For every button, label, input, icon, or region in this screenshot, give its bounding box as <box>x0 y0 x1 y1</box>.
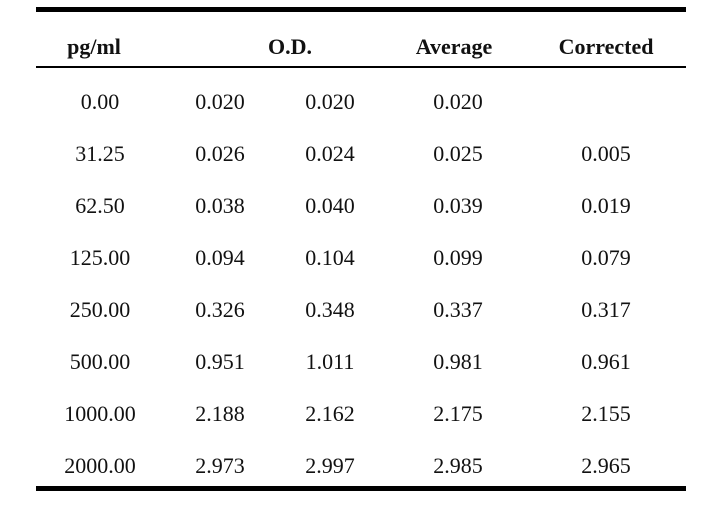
cell-od-2: 1.011 <box>305 349 355 374</box>
cell-corrected: 0.317 <box>581 297 631 322</box>
cell-od-2: 0.348 <box>305 297 355 322</box>
cell-corrected: 2.965 <box>581 453 631 478</box>
cell-concentration: 2000.00 <box>64 453 136 478</box>
cell-corrected: 0.961 <box>581 349 631 374</box>
cell-od-2: 0.040 <box>305 193 355 218</box>
cell-od-1: 2.188 <box>195 401 245 426</box>
cell-od-1: 0.038 <box>195 193 245 218</box>
cell-od-2: 0.020 <box>305 89 355 114</box>
cell-average: 0.981 <box>433 349 483 374</box>
cell-concentration: 31.25 <box>75 141 125 166</box>
cell-average: 0.099 <box>433 245 483 270</box>
cell-od-2: 0.024 <box>305 141 355 166</box>
cell-od-1: 0.026 <box>195 141 245 166</box>
cell-concentration: 500.00 <box>69 349 131 374</box>
cell-od-1: 0.326 <box>195 297 245 322</box>
header-concentration: pg/ml <box>67 34 121 59</box>
cell-average: 2.175 <box>433 401 483 426</box>
cell-corrected: 0.005 <box>581 141 631 166</box>
header-rule <box>36 66 686 68</box>
cell-od-1: 0.951 <box>195 349 245 374</box>
cell-od-2: 2.162 <box>305 401 355 426</box>
cell-od-1: 2.973 <box>195 453 245 478</box>
table-bottom-rule <box>36 486 686 491</box>
cell-average: 0.337 <box>433 297 483 322</box>
cell-corrected: 0.079 <box>581 245 631 270</box>
header-corrected: Corrected <box>558 34 654 59</box>
cell-average: 2.985 <box>433 453 483 478</box>
cell-average: 0.020 <box>433 89 483 114</box>
cell-od-1: 0.094 <box>195 245 245 270</box>
cell-concentration: 62.50 <box>75 193 125 218</box>
cell-concentration: 1000.00 <box>64 401 136 426</box>
header-od: O.D. <box>268 34 312 59</box>
cell-corrected: 2.155 <box>581 401 631 426</box>
cell-od-2: 0.104 <box>305 245 355 270</box>
cell-average: 0.039 <box>433 193 483 218</box>
table-top-rule <box>36 7 686 12</box>
cell-corrected: 0.019 <box>581 193 631 218</box>
cell-concentration: 125.00 <box>69 245 131 270</box>
header-average: Average <box>415 34 493 59</box>
cell-od-2: 2.997 <box>305 453 355 478</box>
cell-concentration: 250.00 <box>69 297 131 322</box>
cell-concentration: 0.00 <box>80 89 120 114</box>
cell-od-1: 0.020 <box>195 89 245 114</box>
cell-average: 0.025 <box>433 141 483 166</box>
